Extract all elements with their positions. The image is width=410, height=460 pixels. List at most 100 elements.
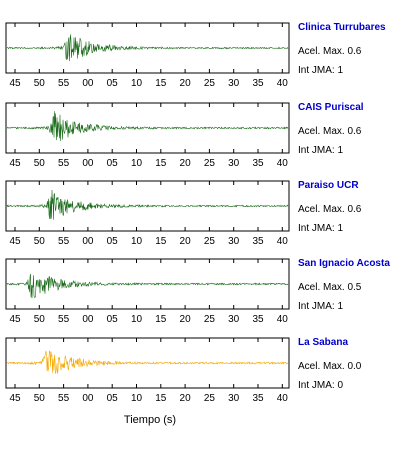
tick-label: 30 — [228, 78, 240, 89]
tick-label: 55 — [58, 236, 70, 247]
acel-value: 0.6 — [347, 46, 362, 57]
acel-label: Acel. Max. — [298, 204, 348, 215]
tick-label: 40 — [277, 158, 289, 169]
tick-label: 20 — [180, 236, 192, 247]
tick-label: 10 — [131, 158, 143, 169]
tick-label: 30 — [228, 236, 240, 247]
acel-value: 0.6 — [347, 126, 362, 137]
acel-max: Acel. Max. 0.0 — [298, 361, 361, 372]
tick-label: 50 — [34, 393, 46, 404]
station-name: Paraiso UCR — [298, 180, 359, 191]
tick-label: 45 — [9, 393, 21, 404]
tick-label: 50 — [34, 158, 46, 169]
waveform-trace — [6, 189, 289, 220]
tick-label: 00 — [82, 236, 94, 247]
tick-label: 25 — [204, 314, 216, 325]
int-jma: Int JMA: 1 — [298, 301, 343, 312]
tick-label: 30 — [228, 314, 240, 325]
int-jma: Int JMA: 1 — [298, 145, 343, 156]
tick-label: 25 — [204, 78, 216, 89]
tick-label: 30 — [228, 158, 240, 169]
tick-label: 05 — [107, 236, 119, 247]
tick-label: 45 — [9, 314, 21, 325]
tick-label: 10 — [131, 393, 143, 404]
waveform-trace — [6, 34, 289, 62]
int-jma: Int JMA: 1 — [298, 65, 343, 76]
x-axis-label: Tiempo (s) — [123, 414, 177, 426]
tick-label: 00 — [82, 314, 94, 325]
acel-max: Acel. Max. 0.6 — [298, 126, 361, 137]
int-jma: Int JMA: 0 — [298, 380, 343, 391]
panel-frame — [5, 22, 290, 74]
int-label: Int JMA: — [298, 145, 338, 156]
tick-label: 10 — [131, 78, 143, 89]
waveform-trace — [6, 111, 289, 142]
tick-label: 40 — [277, 314, 289, 325]
tick-label: 00 — [82, 78, 94, 89]
int-value: 0 — [337, 380, 344, 391]
int-jma: Int JMA: 1 — [298, 223, 343, 234]
int-label: Int JMA: — [298, 301, 338, 312]
station-name: Clinica Turrubares — [298, 22, 386, 33]
waveform-trace — [6, 273, 289, 299]
waveform-trace — [6, 350, 289, 374]
panel-frame — [5, 180, 290, 232]
tick-label: 05 — [107, 393, 119, 404]
acel-label: Acel. Max. — [298, 126, 348, 137]
int-value: 1 — [337, 301, 344, 312]
station-name: San Ignacio Acosta — [298, 258, 390, 269]
panel-3: 45 50 55 00 05 10 15 20 25 30 35 40 — [5, 180, 290, 247]
tick-label: 15 — [155, 393, 167, 404]
tick-label: 45 — [9, 236, 21, 247]
tick-label: 20 — [180, 158, 192, 169]
tick-label: 55 — [58, 393, 70, 404]
int-value: 1 — [337, 65, 344, 76]
acel-label: Acel. Max. — [298, 46, 348, 57]
acel-label: Acel. Max. — [298, 282, 348, 293]
panel-frame — [5, 337, 290, 389]
tick-label: 05 — [107, 158, 119, 169]
tick-label: 35 — [252, 236, 264, 247]
acel-max: Acel. Max. 0.6 — [298, 204, 361, 215]
tick-label: 20 — [180, 314, 192, 325]
tick-label: 35 — [252, 158, 264, 169]
tick-label: 40 — [277, 78, 289, 89]
station-name: La Sabana — [298, 337, 349, 348]
panel-frame — [5, 102, 290, 154]
tick-label: 10 — [131, 236, 143, 247]
tick-label: 25 — [204, 236, 216, 247]
tick-label: 05 — [107, 314, 119, 325]
tick-label: 20 — [180, 393, 192, 404]
acel-label: Acel. Max. — [298, 361, 348, 372]
acel-value: 0.0 — [347, 361, 362, 372]
tick-label: 40 — [277, 393, 289, 404]
tick-label: 50 — [34, 236, 46, 247]
tick-label: 55 — [58, 78, 70, 89]
acel-max: Acel. Max. 0.6 — [298, 46, 361, 57]
tick-label: 15 — [155, 314, 167, 325]
tick-label: 10 — [131, 314, 143, 325]
tick-label: 05 — [107, 78, 119, 89]
tick-label: 35 — [252, 78, 264, 89]
int-value: 1 — [337, 223, 344, 234]
panel-1: 45 50 55 00 05 10 15 20 25 30 35 40 — [5, 22, 290, 89]
tick-label: 40 — [277, 236, 289, 247]
tick-label: 15 — [155, 158, 167, 169]
tick-label: 45 — [9, 78, 21, 89]
int-label: Int JMA: — [298, 380, 338, 391]
acel-max: Acel. Max. 0.5 — [298, 282, 361, 293]
tick-label: 20 — [180, 78, 192, 89]
station-name: CAIS Puriscal — [298, 102, 364, 113]
tick-label: 50 — [34, 78, 46, 89]
int-value: 1 — [337, 145, 344, 156]
tick-label: 50 — [34, 314, 46, 325]
tick-label: 45 — [9, 158, 21, 169]
panel-frame — [5, 258, 290, 310]
acel-value: 0.5 — [347, 282, 362, 293]
tick-label: 35 — [252, 393, 264, 404]
acel-value: 0.6 — [347, 204, 362, 215]
tick-label: 55 — [58, 158, 70, 169]
tick-label: 30 — [228, 393, 240, 404]
tick-label: 35 — [252, 314, 264, 325]
